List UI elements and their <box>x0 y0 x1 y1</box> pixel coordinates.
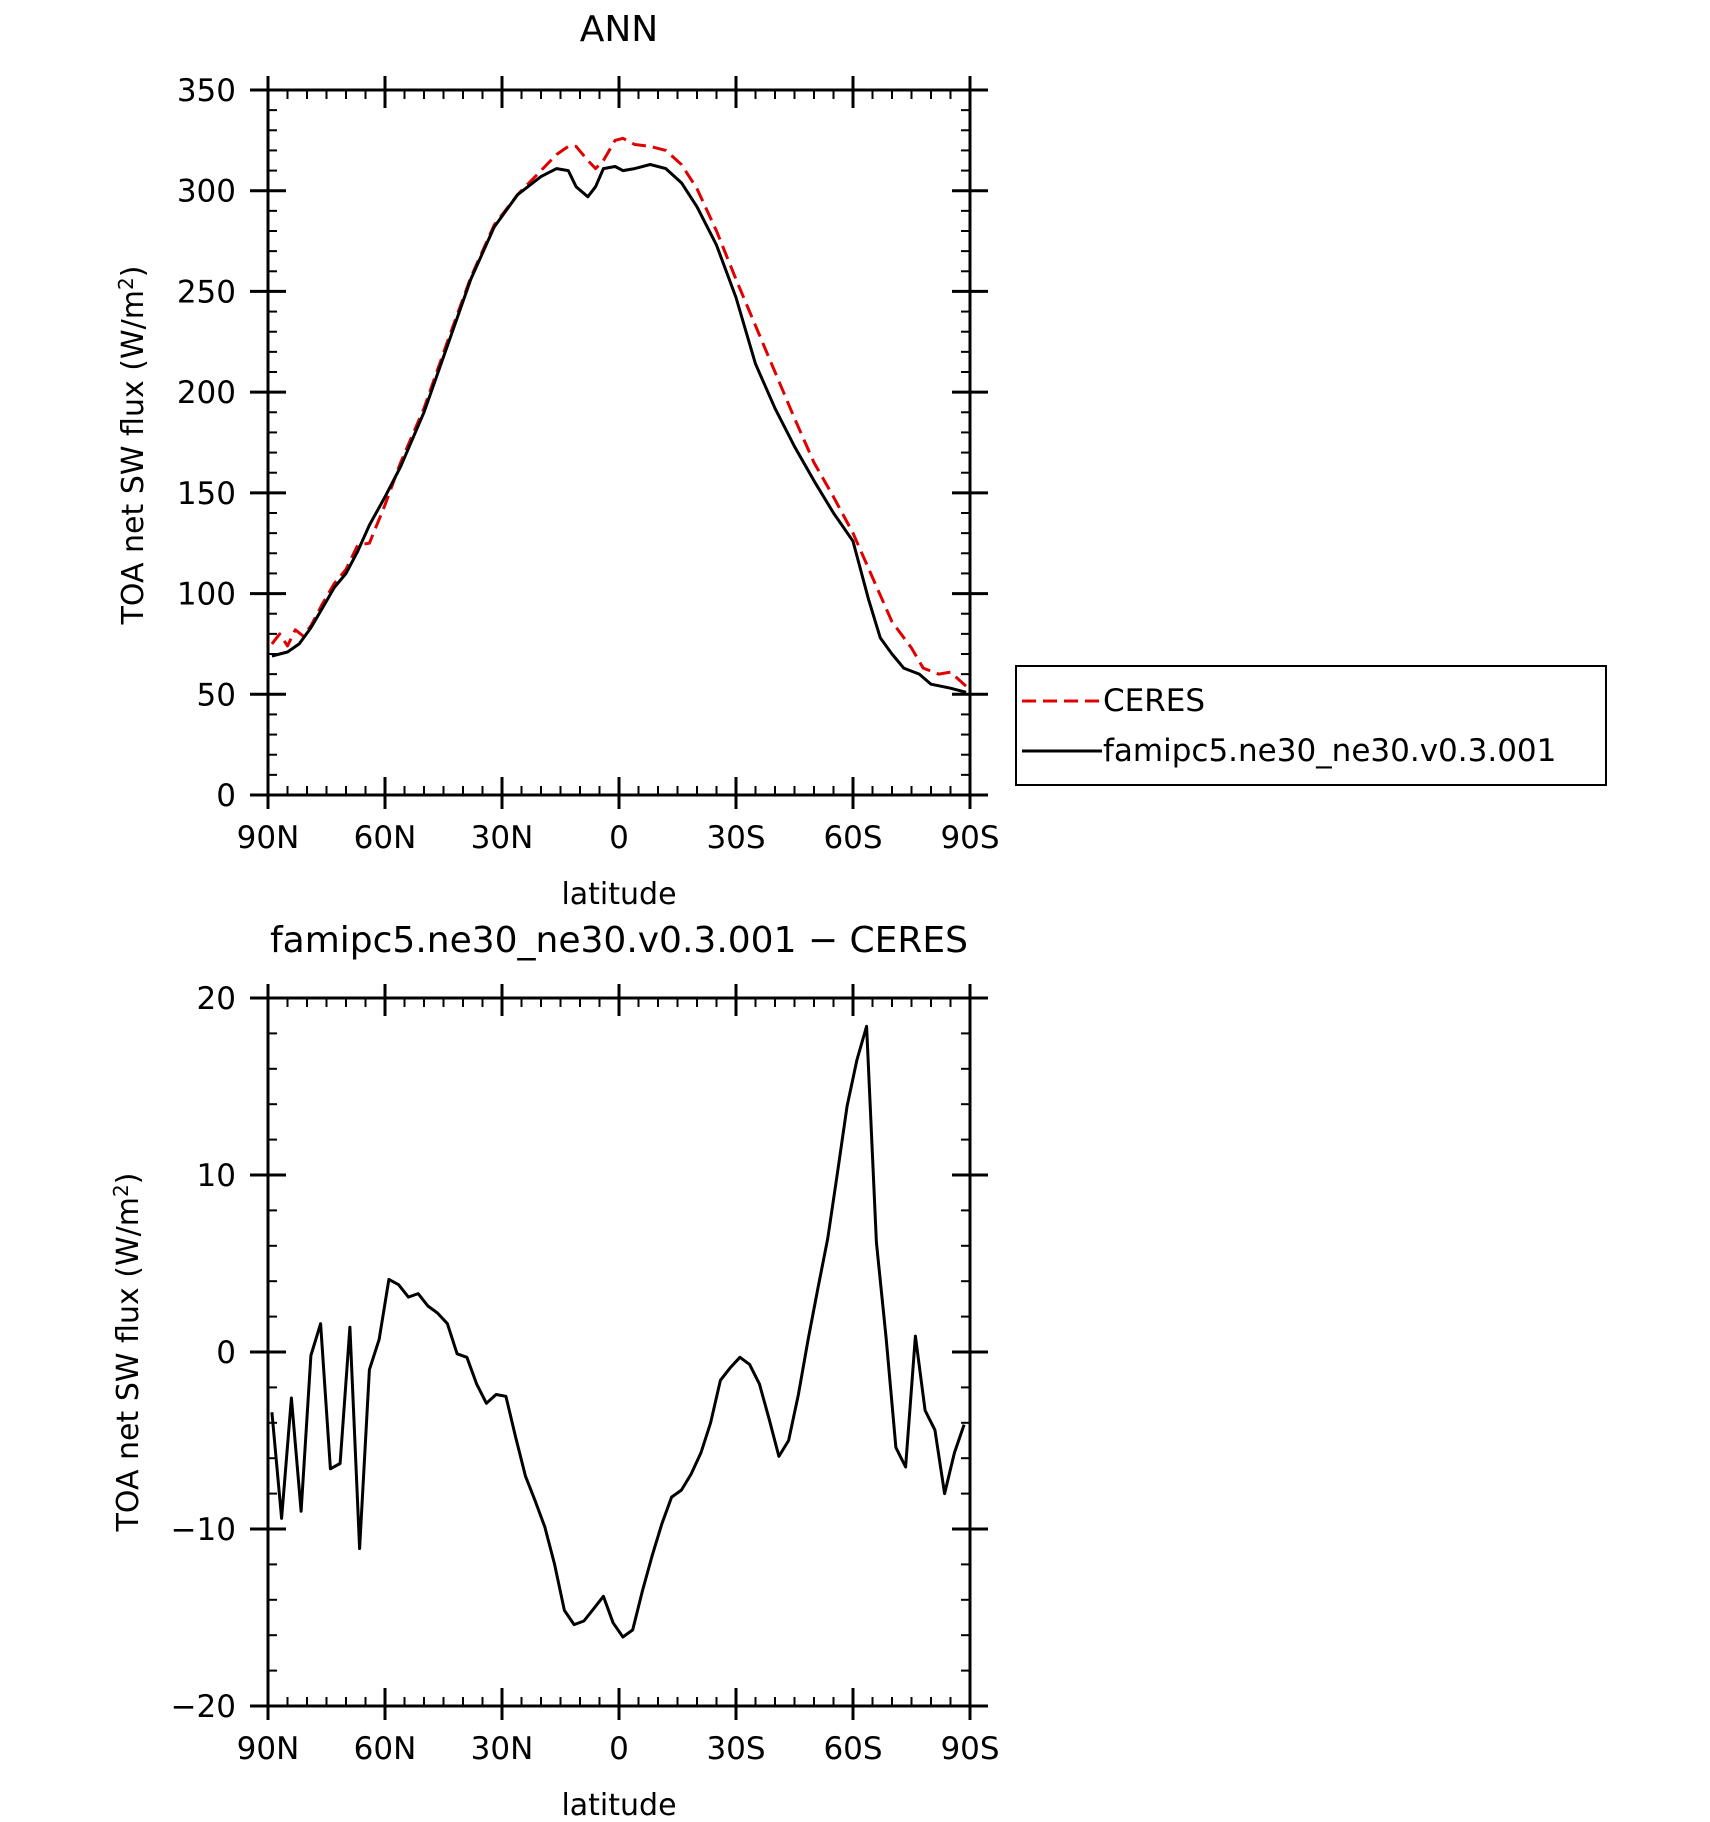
bottom-series-group <box>270 1024 966 1639</box>
top-y-axis-label-main: TOA net SW flux (W/m <box>116 290 151 625</box>
bottom-axis-ticks <box>250 984 988 1720</box>
legend-box <box>1015 665 1607 786</box>
y-tick-label: 10 <box>197 1158 236 1194</box>
y-tick-label: 200 <box>177 375 236 411</box>
bottom-y-tick-labels: −20 −10 0 10 20 <box>171 981 236 1725</box>
x-tick-label: 60N <box>354 1731 417 1767</box>
x-tick-label: 0 <box>609 820 629 856</box>
x-tick-label: 30N <box>471 820 534 856</box>
bottom-chart-title: famipc5.ne30_ne30.v0.3.001 − CERES <box>270 920 968 961</box>
bottom-y-axis-label-main: TOA net SW flux (W/m <box>111 1197 146 1532</box>
bottom-x-axis-label: latitude <box>561 1788 676 1822</box>
y-tick-label: 250 <box>177 274 236 310</box>
x-tick-label: 30S <box>706 820 765 856</box>
x-tick-label: 30S <box>706 1731 765 1767</box>
y-tick-label: 20 <box>197 981 236 1017</box>
y-tick-label: 0 <box>216 1335 236 1371</box>
x-tick-label: 60S <box>823 1731 882 1767</box>
ceres-line <box>270 136 968 688</box>
y-tick-label: −20 <box>171 1689 236 1725</box>
famipc5-ne30-ne30-v0-3-001-line <box>271 163 967 694</box>
y-tick-label: 150 <box>177 476 236 512</box>
bottom-y-axis-label-close: ) <box>111 1173 146 1185</box>
bottom-y-axis-label: TOA net SW flux (W/m2) <box>109 1173 146 1533</box>
legend-ceres-label: CERES <box>1103 683 1205 719</box>
top-chart-title: ANN <box>580 9 659 50</box>
top-series-group <box>270 136 968 694</box>
top-panel: ANN 0 50 100 150 200 250 300 350 90N 60N 30N 0 30S 6… <box>114 9 1607 912</box>
top-y-axis-label-close: ) <box>116 266 151 278</box>
y-tick-label: 350 <box>177 73 236 109</box>
y-tick-label: 0 <box>216 778 236 814</box>
y-tick-label: −10 <box>171 1512 236 1548</box>
difference-line <box>270 1024 966 1639</box>
x-tick-label: 90N <box>237 1731 300 1767</box>
x-tick-label: 90S <box>940 1731 999 1767</box>
top-x-tick-labels: 90N 60N 30N 0 30S 60S 90S <box>237 820 1000 856</box>
x-tick-label: 90S <box>940 820 999 856</box>
legend: CERES famipc5.ne30_ne30.v0.3.001 <box>1015 665 1607 786</box>
x-tick-label: 90N <box>237 820 300 856</box>
top-axis-ticks <box>250 76 988 809</box>
top-y-tick-labels: 0 50 100 150 200 250 300 350 <box>177 73 236 814</box>
bottom-plot-frame <box>266 996 972 1708</box>
legend-model-label: famipc5.ne30_ne30.v0.3.001 <box>1103 733 1556 769</box>
x-tick-label: 0 <box>609 1731 629 1767</box>
y-tick-label: 100 <box>177 577 236 613</box>
x-tick-label: 30N <box>471 1731 534 1767</box>
top-plot-frame <box>266 88 972 797</box>
bottom-panel: famipc5.ne30_ne30.v0.3.001 − CERES −20 −1… <box>109 920 1000 1822</box>
x-tick-label: 60S <box>823 820 882 856</box>
bottom-y-axis-label-sup: 2 <box>109 1184 133 1197</box>
top-y-axis-label: TOA net SW flux (W/m2) <box>114 266 151 626</box>
top-y-axis-label-sup: 2 <box>114 277 138 290</box>
x-tick-label: 60N <box>354 820 417 856</box>
top-x-axis-label: latitude <box>561 877 676 912</box>
y-tick-label: 300 <box>177 174 236 210</box>
y-tick-label: 50 <box>197 677 236 713</box>
bottom-x-tick-labels: 90N 60N 30N 0 30S 60S 90S <box>237 1731 1000 1767</box>
